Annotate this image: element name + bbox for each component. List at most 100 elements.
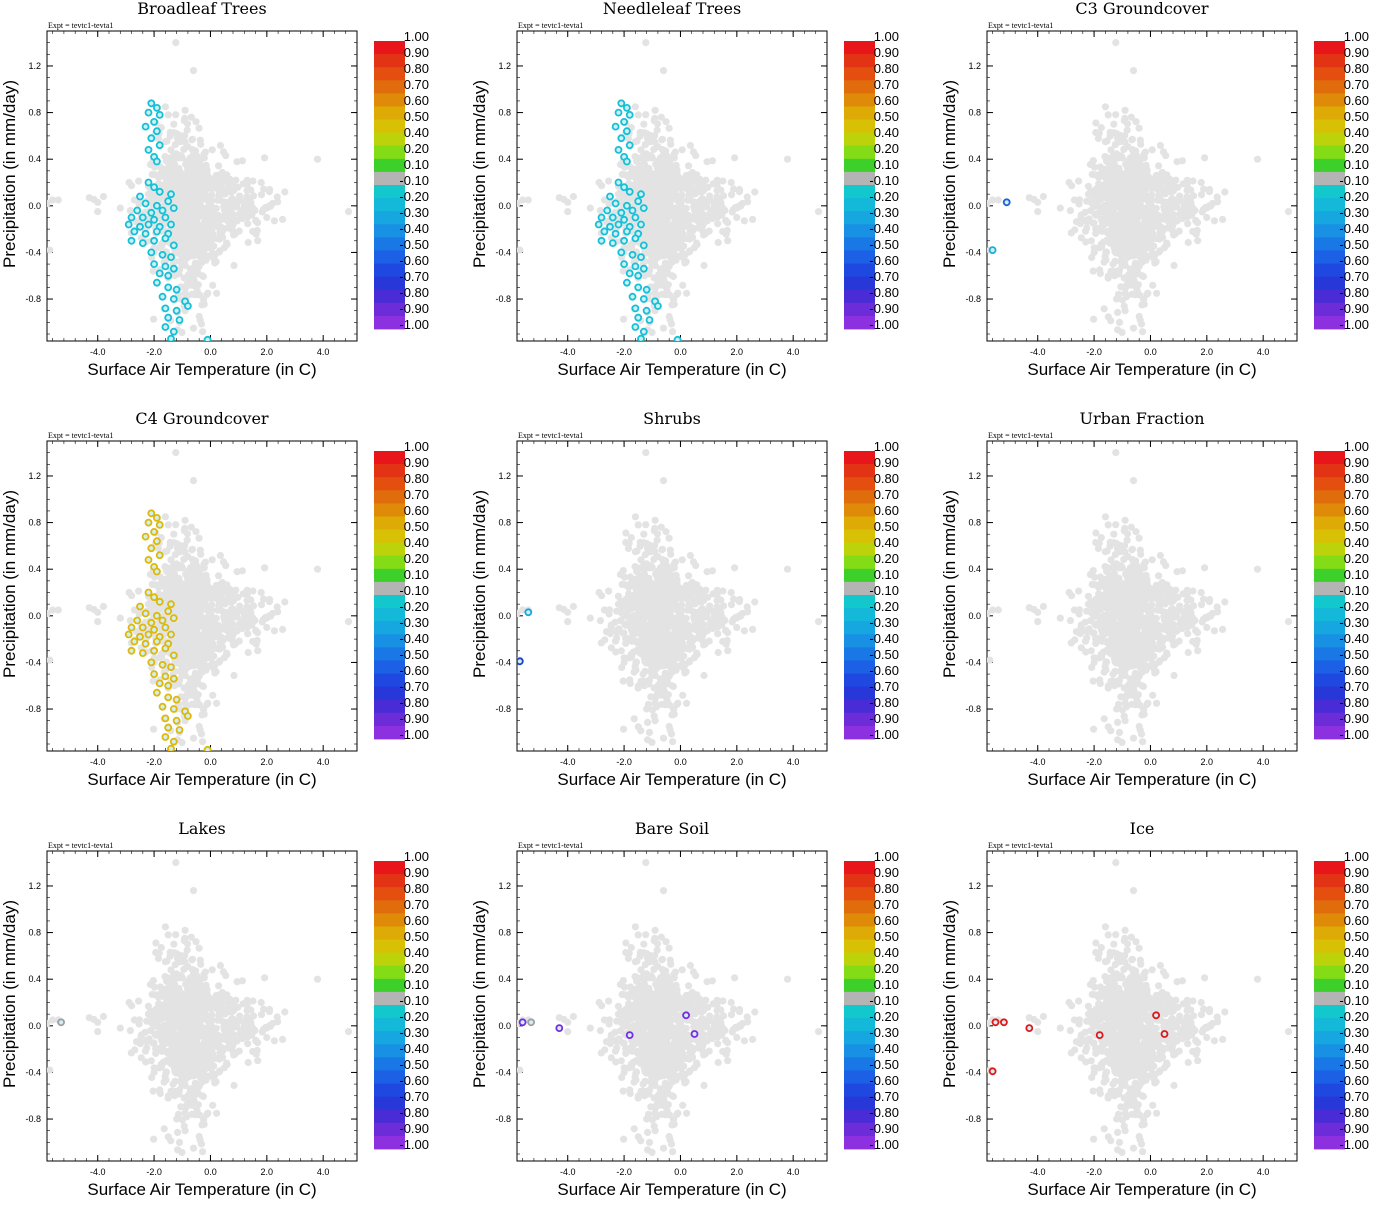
background-point (229, 632, 236, 639)
background-point (231, 202, 238, 209)
highlight-point (621, 261, 627, 267)
background-point (198, 682, 205, 689)
background-point (192, 701, 199, 708)
background-point (231, 612, 238, 619)
experiment-label: Expt = tevtc1-tevta1 (988, 21, 1053, 30)
colorbar-label: -0.70 (399, 269, 429, 284)
background-point (234, 594, 241, 601)
colorbar-label: -1.00 (1339, 317, 1369, 332)
background-point (201, 564, 208, 571)
highlight-point (148, 100, 154, 106)
background-point (217, 552, 224, 559)
colorbar-label: -0.70 (869, 269, 899, 284)
background-point (182, 107, 189, 114)
background-point (1129, 136, 1136, 143)
background-point (683, 290, 690, 297)
background-point (692, 152, 699, 159)
background-point (983, 200, 990, 207)
colorbar-label: 0.20 (874, 141, 899, 156)
background-point (213, 668, 220, 675)
background-point (668, 272, 675, 279)
background-point (258, 589, 265, 596)
highlight-point (171, 266, 177, 272)
highlight-point (154, 569, 160, 575)
background-point (1111, 232, 1118, 239)
background-point (1285, 208, 1292, 215)
background-point (676, 232, 683, 239)
background-point (1130, 156, 1137, 163)
background-point (706, 193, 713, 200)
background-point (195, 691, 202, 698)
x-tick-label: 0.0 (674, 347, 687, 357)
background-point (191, 588, 198, 595)
background-point (731, 154, 738, 161)
highlight-point (171, 615, 177, 621)
background-point (667, 137, 674, 144)
highlight-point (596, 222, 602, 228)
experiment-label: Expt = tevtc1-tevta1 (48, 21, 113, 30)
background-point (181, 241, 188, 248)
highlight-point (635, 284, 641, 290)
background-point (1130, 67, 1137, 74)
background-point (679, 282, 686, 289)
highlight-point (632, 324, 638, 330)
background-point (279, 216, 286, 223)
x-tick-label: 4.0 (1257, 347, 1270, 357)
highlight-point (129, 648, 135, 654)
colorbar-label: 0.50 (404, 109, 429, 124)
background-point (170, 531, 177, 538)
background-point (1157, 142, 1164, 149)
background-point (570, 193, 577, 200)
highlight-point (146, 632, 152, 638)
background-point (94, 199, 101, 206)
background-point (180, 146, 187, 153)
chart-title: Needleleaf Trees (603, 0, 741, 18)
background-point (345, 208, 352, 215)
highlight-point (165, 273, 171, 279)
highlight-point (599, 215, 605, 221)
colorbar-segment (844, 146, 875, 159)
background-point (252, 217, 259, 224)
highlight-point (129, 238, 135, 244)
highlight-point (638, 222, 644, 228)
background-point (1168, 212, 1175, 219)
highlight-point (635, 273, 641, 279)
background-point (642, 39, 649, 46)
background-point (164, 564, 171, 571)
background-point (689, 234, 696, 241)
colorbar-label: -0.30 (399, 205, 429, 220)
background-point (671, 165, 678, 172)
background-point (232, 177, 239, 184)
background-point (189, 556, 196, 563)
background-point (670, 223, 677, 230)
colorbar-label: -0.40 (869, 221, 899, 236)
background-point (1114, 309, 1121, 316)
background-point (266, 596, 273, 603)
highlight-point (624, 229, 630, 235)
background-point (1089, 171, 1096, 178)
background-point (1143, 291, 1150, 298)
highlight-point (154, 229, 160, 235)
background-point (203, 701, 210, 708)
background-point (249, 638, 256, 645)
highlight-point (638, 336, 644, 342)
highlight-point (165, 694, 171, 700)
background-point (94, 208, 101, 215)
colorbar-label: -0.90 (399, 301, 429, 316)
highlight-point (137, 604, 143, 610)
colorbar-label: -0.50 (1339, 237, 1369, 252)
background-point (206, 642, 213, 649)
highlight-point (621, 238, 627, 244)
background-point (1127, 193, 1134, 200)
background-point (1121, 251, 1128, 258)
background-point (673, 291, 680, 298)
background-point (1219, 216, 1226, 223)
highlight-point (154, 538, 160, 544)
background-point (191, 661, 198, 668)
background-point (1078, 234, 1085, 241)
background-point (661, 178, 668, 185)
x-tick-label: 2.0 (731, 757, 744, 767)
background-point (700, 262, 707, 269)
highlight-point (151, 671, 157, 677)
